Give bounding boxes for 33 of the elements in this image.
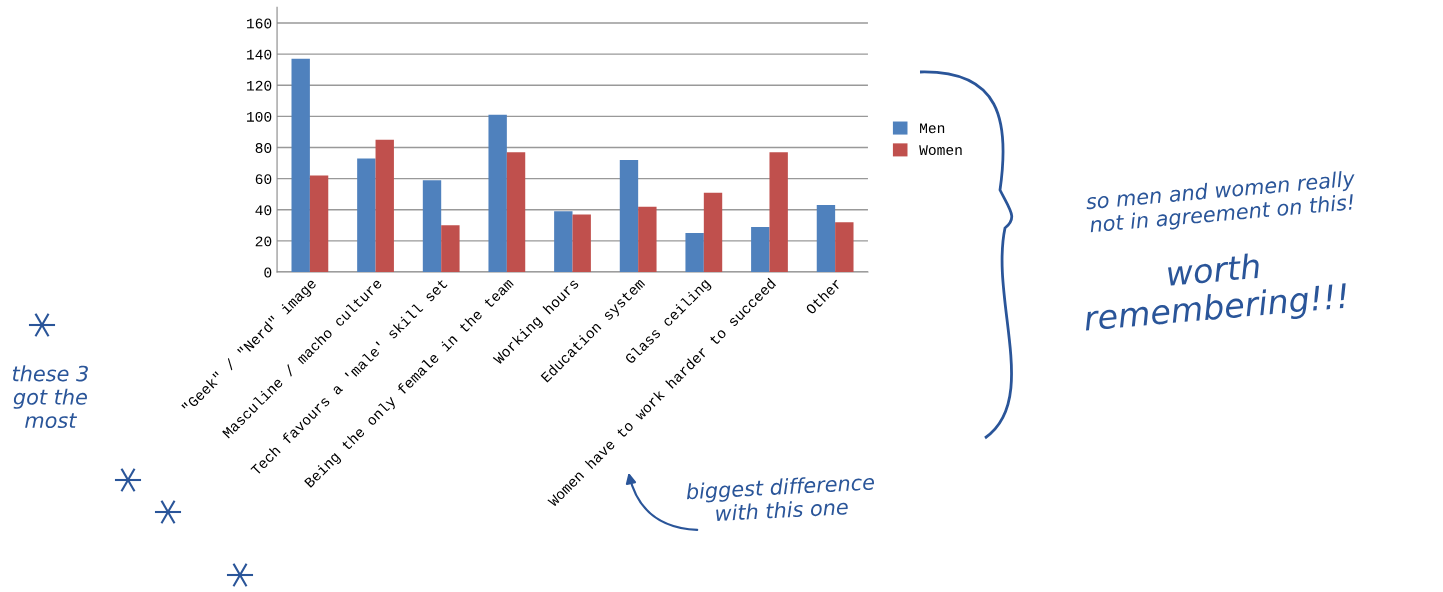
y-tick-label: 40 — [255, 205, 272, 216]
text: these 3 got the most — [12, 365, 88, 429]
y-tick-label: 60 — [255, 174, 272, 185]
text: biggest difference with this one — [686, 473, 875, 522]
y-tick-label: 20 — [255, 236, 272, 247]
bar — [488, 114, 507, 273]
legend-label: Men — [920, 123, 945, 134]
y-tick-label: 80 — [255, 143, 272, 153]
y-tick-label: 160 — [246, 18, 272, 29]
bar — [554, 211, 573, 273]
bar — [835, 222, 854, 273]
bar — [357, 158, 376, 273]
y-tick-label: 100 — [246, 111, 272, 122]
bar — [291, 58, 310, 273]
bar — [375, 139, 394, 273]
y-tick-label: 0 — [264, 267, 272, 278]
bar — [619, 159, 639, 273]
y-tick-label: 140 — [246, 49, 272, 60]
bar — [703, 192, 723, 273]
bar — [769, 152, 788, 273]
y-tick-label: 120 — [246, 80, 272, 91]
bar — [422, 180, 442, 273]
text: so men and women really not in agreement on this! — [1085, 169, 1356, 237]
legend-label: Women — [919, 145, 962, 156]
bar — [751, 226, 770, 273]
bar — [309, 175, 329, 273]
bar — [506, 152, 526, 273]
bar — [638, 206, 657, 273]
bar — [816, 205, 836, 273]
bar — [572, 214, 591, 273]
text: worth remembering!!! — [1083, 252, 1349, 338]
bar — [685, 233, 704, 273]
bar — [441, 225, 460, 273]
